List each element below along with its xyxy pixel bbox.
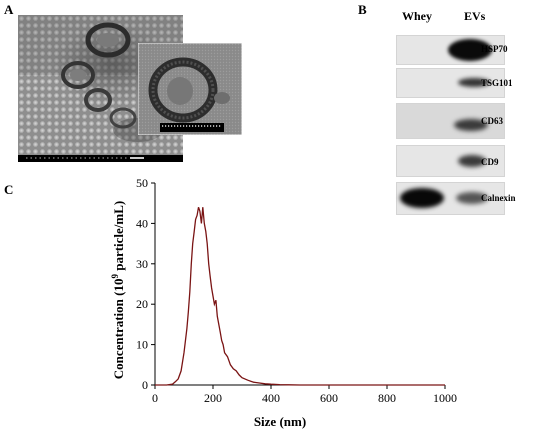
blot-strip-tsg101 <box>396 68 505 98</box>
tem-inset-micrograph <box>138 43 242 135</box>
x-tick-label: 200 <box>204 391 222 405</box>
blot-strip-calnexin <box>396 182 505 215</box>
x-axis-label: Size (nm) <box>254 414 306 429</box>
blot-strip-cd63 <box>396 103 505 139</box>
band-cd63-evs <box>454 119 488 131</box>
y-tick-label: 0 <box>142 378 148 392</box>
vesicle-1 <box>85 22 131 58</box>
blot-label-cd9: CD9 <box>481 157 499 167</box>
x-tick-label: 400 <box>262 391 280 405</box>
blot-strip-cd9 <box>396 145 505 177</box>
panel-a-letter: A <box>4 2 14 17</box>
vesicle-2 <box>61 61 95 89</box>
band-calnexin-evs <box>456 192 488 204</box>
blot-label-cd63: CD63 <box>481 116 503 126</box>
y-tick-label: 10 <box>136 338 148 352</box>
y-axis-label-tail: particle/mL) <box>111 201 126 274</box>
y-axis-label: Concentration (109 particle/mL) <box>110 201 126 380</box>
y-axis-label-main: Concentration (10 <box>111 279 126 380</box>
concentration-curve <box>155 206 445 386</box>
y-tick-label: 40 <box>136 216 148 230</box>
band-hsp70-evs <box>448 39 492 61</box>
y-axis-label-sup: 9 <box>110 274 120 279</box>
y-tick-label: 30 <box>136 257 148 271</box>
x-tick-label: 0 <box>152 391 158 405</box>
blot-label-tsg101: TSG101 <box>481 78 513 88</box>
band-cd9-evs <box>458 155 486 167</box>
tem-scale-bar <box>18 155 183 162</box>
band-calnexin-whey <box>400 188 444 208</box>
panel-c-letter: C <box>4 182 14 197</box>
blot-strip-hsp70 <box>396 35 505 65</box>
inset-scale-bar <box>160 123 224 132</box>
vesicle-3 <box>84 88 112 112</box>
panel-b-letter: B <box>358 2 367 17</box>
blot-label-calnexin: Calnexin <box>481 193 516 203</box>
x-tick-label: 800 <box>378 391 396 405</box>
band-tsg101-evs <box>458 78 490 87</box>
y-tick-label: 50 <box>136 176 148 190</box>
blot-column-evs: EVs <box>464 9 486 23</box>
x-tick-label: 1000 <box>433 391 457 405</box>
vesicle-4 <box>109 107 137 129</box>
x-tick-label: 600 <box>320 391 338 405</box>
y-tick-label: 20 <box>136 297 148 311</box>
blot-label-hsp70: HSP70 <box>481 44 508 54</box>
blot-column-whey: Whey <box>402 9 432 23</box>
